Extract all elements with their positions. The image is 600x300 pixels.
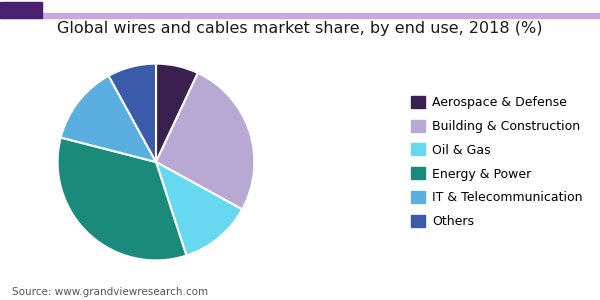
Bar	[0, 14, 600, 18]
Wedge shape	[156, 73, 254, 209]
Text: Global wires and cables market share, by end use, 2018 (%): Global wires and cables market share, by…	[57, 21, 543, 36]
Bar	[0, 2, 42, 18]
Wedge shape	[156, 162, 242, 256]
Wedge shape	[156, 64, 198, 162]
Text: Source: www.grandviewresearch.com: Source: www.grandviewresearch.com	[12, 287, 208, 297]
Legend: Aerospace & Defense, Building & Construction, Oil & Gas, Energy & Power, IT & Te: Aerospace & Defense, Building & Construc…	[406, 91, 588, 233]
Wedge shape	[58, 137, 187, 260]
Wedge shape	[61, 76, 156, 162]
Wedge shape	[109, 64, 156, 162]
